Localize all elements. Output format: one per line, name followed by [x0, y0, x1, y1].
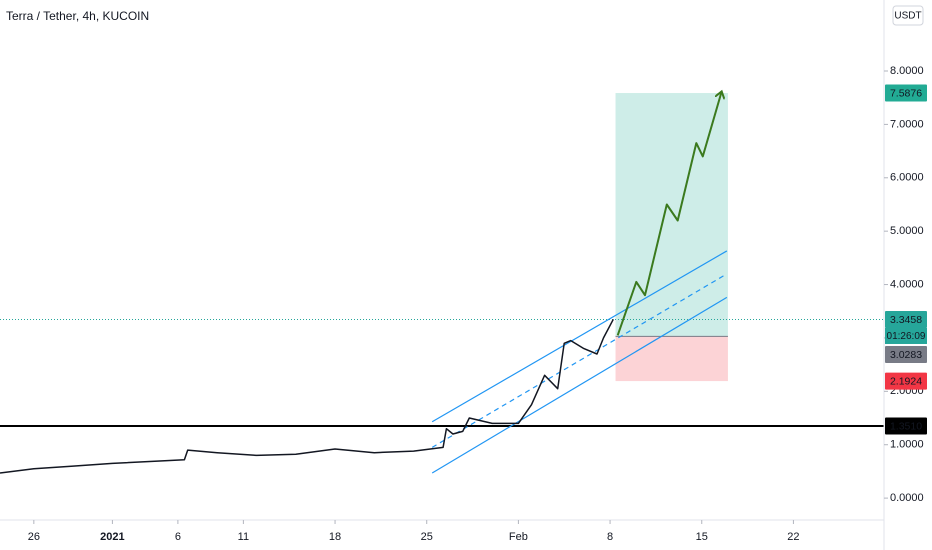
chart-title: Terra / Tether, 4h, KUCOIN	[6, 9, 149, 23]
stop-tag-bg	[885, 372, 927, 390]
channel-upper	[431, 250, 728, 423]
channel-lower	[431, 296, 728, 474]
countdown-bg	[885, 327, 927, 344]
y-tick-label: 8.0000	[890, 65, 924, 77]
target-tag-bg	[885, 84, 927, 102]
last-price-tag-bg	[885, 310, 927, 328]
currency-badge[interactable]	[892, 5, 924, 26]
y-tick-label: 1.0000	[890, 439, 924, 451]
last-price-tag: 3.3458	[890, 314, 922, 326]
y-tick-label: 6.0000	[890, 172, 924, 184]
y-tick-label: 5.0000	[890, 225, 924, 237]
plot-area	[0, 92, 884, 474]
entry-tag-bg	[885, 345, 927, 363]
x-tick-label: 22	[787, 531, 799, 543]
entry-tag: 3.0283	[890, 349, 922, 361]
x-tick-label: 2021	[100, 531, 124, 543]
price-line	[0, 318, 614, 474]
x-tick-label: Feb	[509, 531, 528, 543]
loss-zone	[615, 336, 728, 382]
y-tick-label: 0.0000	[890, 492, 924, 504]
x-tick-label: 26	[28, 531, 40, 543]
x-tick-label: 11	[238, 531, 249, 543]
projection-path	[616, 92, 722, 336]
x-tick-label: 25	[421, 531, 433, 543]
axes: 0.00001.00002.00003.00004.00005.00006.00…	[28, 65, 927, 543]
countdown: 01:26:09	[887, 331, 926, 342]
y-tick-label: 4.0000	[890, 278, 924, 290]
x-tick-label: 15	[696, 531, 708, 543]
x-tick-label: 18	[329, 531, 341, 543]
y-tick-label: 7.0000	[890, 118, 924, 130]
x-tick-label: 8	[607, 531, 613, 543]
support-tag: 1.3510	[890, 420, 922, 432]
channel-middle	[431, 273, 728, 448]
currency-label[interactable]: USDT	[894, 11, 921, 22]
target-tag: 7.5876	[890, 87, 922, 99]
stop-tag: 2.1924	[890, 375, 922, 387]
support-tag-bg	[885, 417, 927, 435]
x-tick-label: 6	[175, 531, 181, 543]
